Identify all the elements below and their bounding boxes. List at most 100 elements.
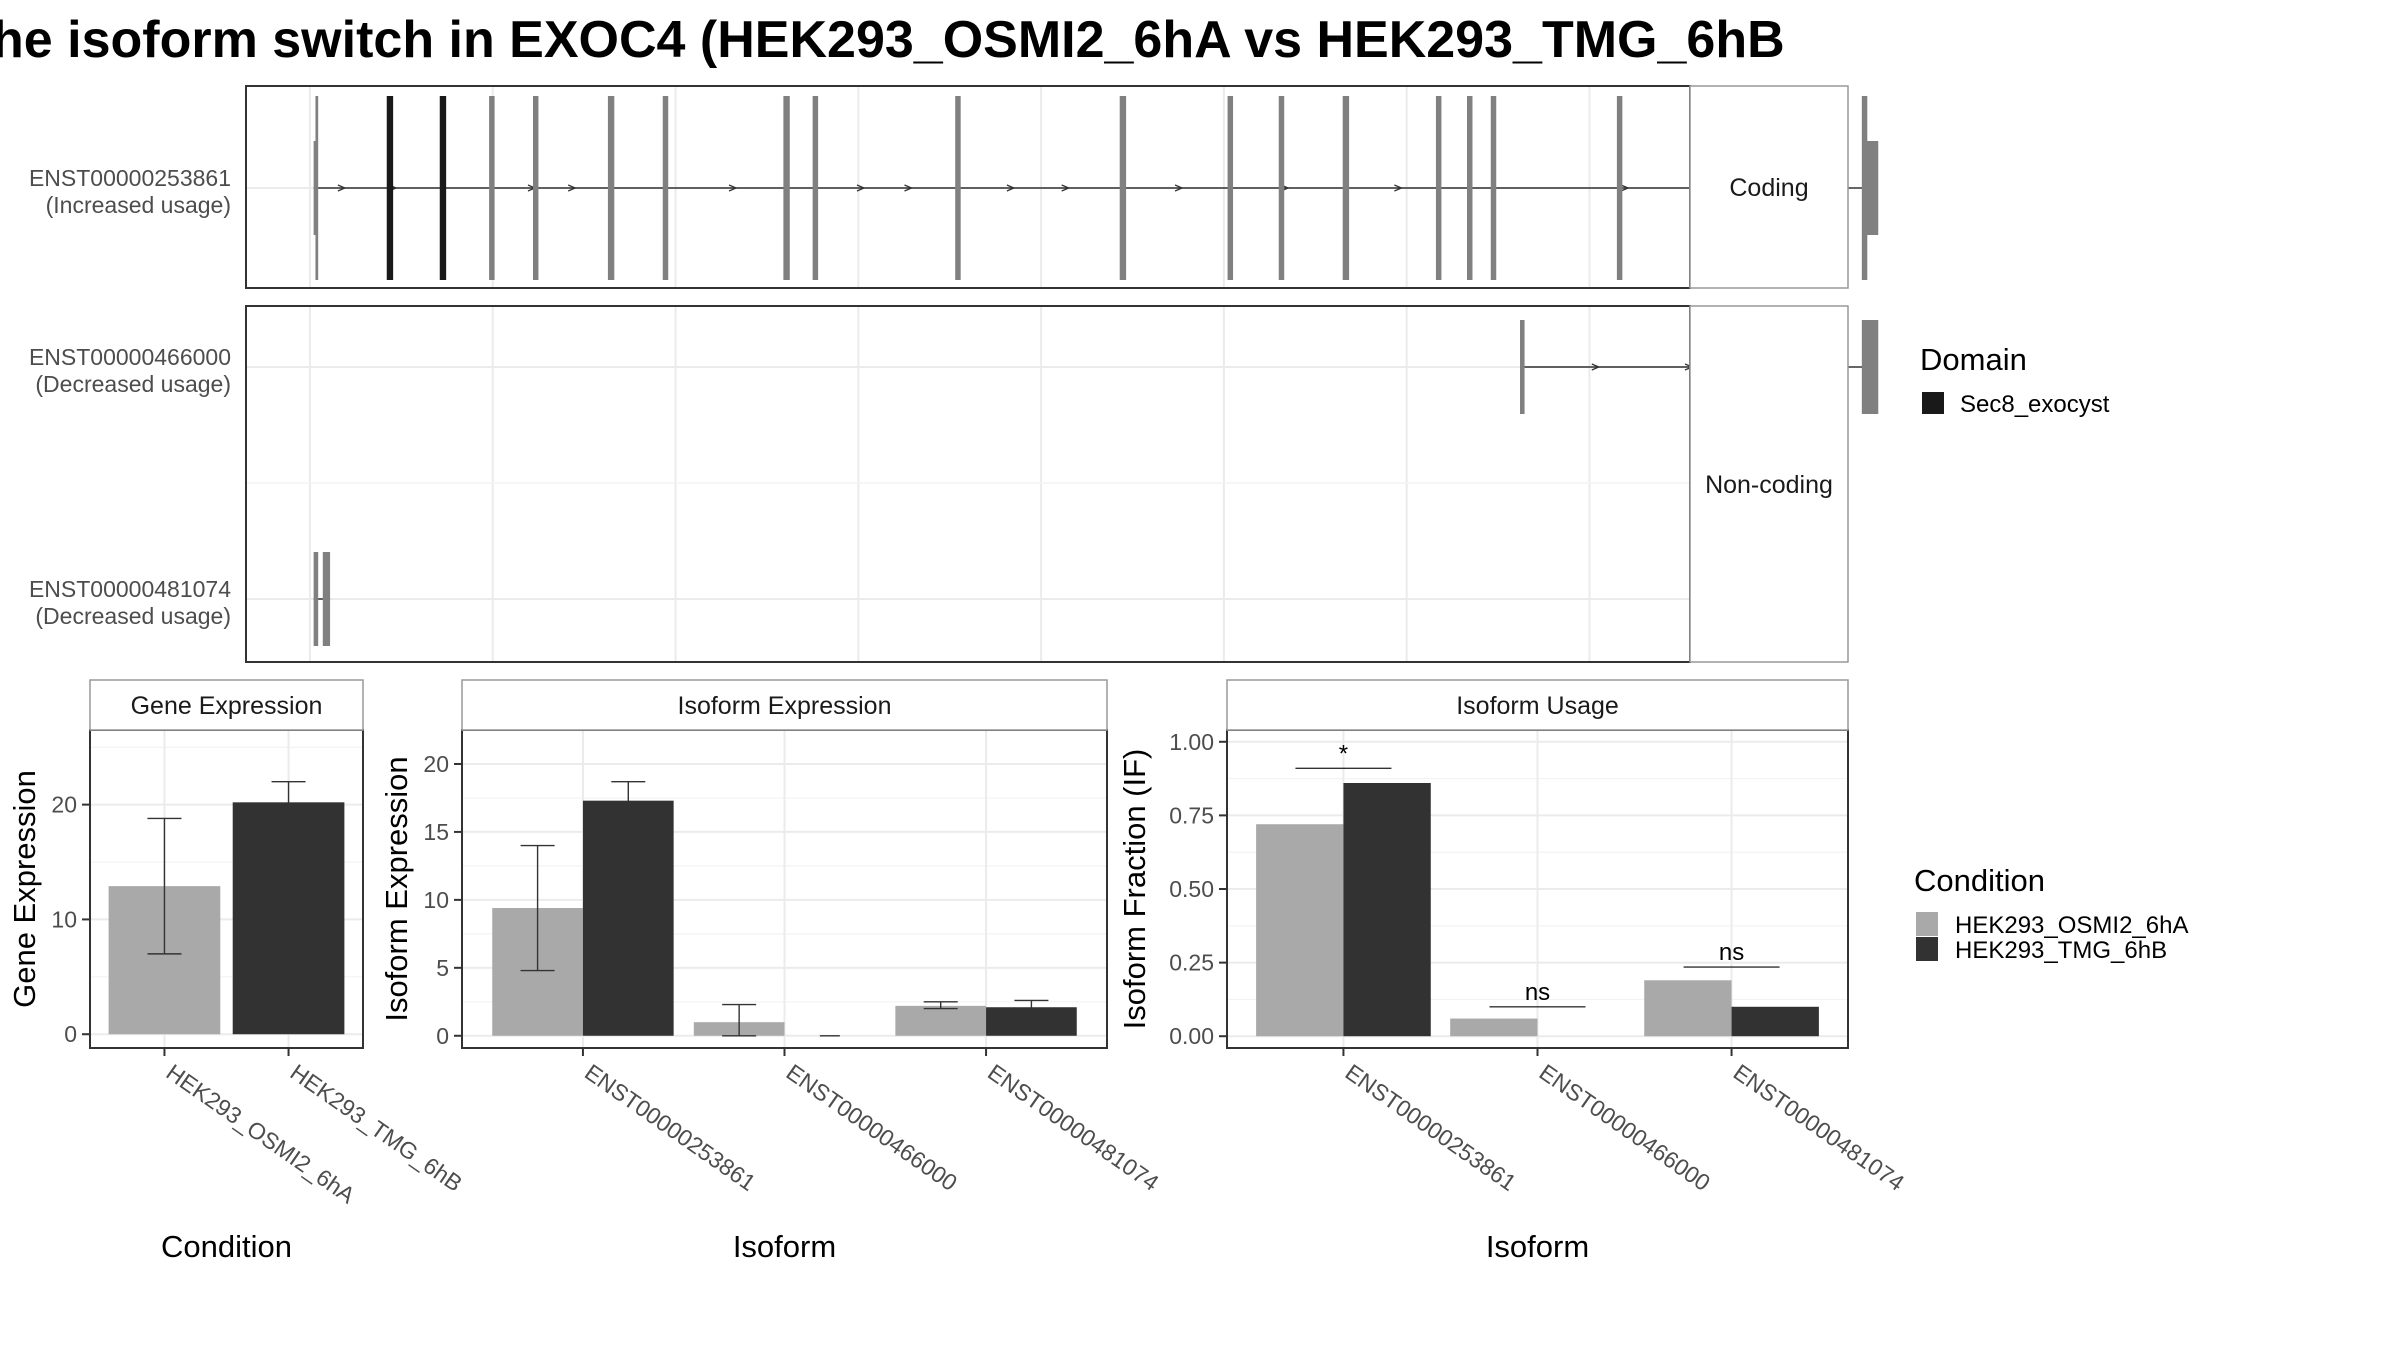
exon: [1435, 96, 1442, 280]
x-tick-label: ENST00000481074: [1729, 1059, 1910, 1196]
domain-legend-title: Domain: [1920, 342, 2027, 377]
structure-panel-bg: [246, 306, 1690, 662]
x-axis-title: Isoform: [733, 1229, 836, 1264]
transcript-usage-label: (Decreased usage): [35, 603, 231, 629]
bar: [895, 1005, 987, 1036]
condition-legend-swatch: [1916, 912, 1938, 936]
strand-arrow: [728, 184, 738, 192]
bar: [582, 800, 674, 1036]
structure-group-label: Non-coding: [1705, 471, 1833, 499]
facet-strip: [1226, 679, 1849, 731]
condition-legend-title: Condition: [1914, 863, 2045, 898]
domain-legend-swatch: [1922, 392, 1944, 414]
y-tick-label: 0.50: [1169, 876, 1214, 902]
transcript-id-label: ENST00000481074: [29, 576, 231, 602]
exon: [313, 552, 319, 646]
structure-strip: [1689, 85, 1849, 289]
x-axis-title: Condition: [161, 1229, 292, 1264]
y-tick-label: 1.00: [1169, 729, 1214, 755]
exon: [1861, 320, 1879, 414]
exon: [489, 96, 495, 280]
exon: [662, 96, 669, 280]
facet-strip: [461, 679, 1108, 731]
exon: [607, 96, 615, 280]
significance-label: ns: [1525, 979, 1550, 1006]
x-axis-title: Isoform: [1486, 1229, 1589, 1264]
isoform-expression-chart: Isoform Expression 0 5 10 15 20 ENST0000025386…: [379, 679, 1164, 1264]
exon: [532, 96, 539, 280]
y-tick-label: 5: [436, 955, 449, 981]
strand-arrow: [904, 184, 914, 192]
exon: [1520, 320, 1525, 414]
y-tick-label: 10: [51, 906, 77, 932]
facet-title: Gene Expression: [131, 692, 323, 720]
domain-legend: Domain Sec8_exocyst: [1920, 342, 2110, 418]
bar: [1731, 1006, 1819, 1037]
facet-title: Isoform Expression: [678, 692, 892, 720]
x-tick-label: ENST00000466000: [1535, 1059, 1715, 1196]
exon: [783, 96, 790, 280]
exon: [1227, 96, 1234, 280]
domain-exon: [386, 96, 394, 280]
exon: [315, 96, 319, 280]
y-axis-title: Gene Expression: [7, 770, 42, 1008]
y-tick-label: 20: [51, 792, 77, 818]
strand-arrow: [1394, 184, 1404, 192]
exon: [313, 141, 317, 235]
facet-strip: [89, 679, 364, 731]
facet-title: Isoform Usage: [1456, 692, 1619, 720]
strand-arrow: [856, 184, 866, 192]
transcript-id-label: ENST00000466000: [29, 344, 231, 370]
y-tick-label: 0: [436, 1023, 449, 1049]
y-axis-title: Isoform Fraction (IF): [1117, 749, 1152, 1030]
structure-group-label: Coding: [1729, 174, 1808, 202]
y-tick-label: 20: [423, 751, 449, 777]
exon: [322, 552, 331, 646]
exon: [1342, 96, 1350, 280]
bar: [1450, 1018, 1538, 1037]
exon: [812, 96, 819, 280]
significance-label: *: [1339, 740, 1348, 767]
bar: [1256, 824, 1344, 1037]
strand-arrow: [1174, 184, 1184, 192]
bar: [1644, 980, 1732, 1037]
domain-exon: [439, 96, 447, 280]
transcript-structure-panel: ENST00000253861(Increased usage) Coding EN…: [29, 85, 1879, 663]
strand-arrow: [1591, 363, 1601, 371]
exon: [1863, 141, 1879, 235]
exon: [1616, 96, 1623, 280]
strand-arrow: [567, 184, 577, 192]
condition-legend-label: HEK293_TMG_6hB: [1955, 937, 2167, 964]
strand-arrow: [1620, 184, 1630, 192]
strand-arrow: [337, 184, 347, 192]
x-tick-label: ENST00000253861: [580, 1059, 760, 1196]
significance-label: ns: [1719, 939, 1744, 966]
strand-arrow: [1061, 184, 1071, 192]
condition-legend-label: HEK293_OSMI2_6hA: [1955, 912, 2188, 939]
y-tick-label: 15: [423, 819, 449, 845]
exon: [955, 96, 961, 280]
y-axis-title: Isoform Expression: [379, 756, 414, 1021]
isoform-usage-chart: * ns ns Isoform Usage 0.00 0.25 0.50 0.75 1.00 EN…: [1117, 679, 1910, 1264]
y-tick-label: 0.25: [1169, 950, 1214, 976]
transcript-usage-label: (Increased usage): [46, 192, 231, 218]
figure-title: he isoform switch in EXOC4 (HEK293_OSMI2…: [0, 11, 1785, 69]
strand-arrow: [1006, 184, 1016, 192]
structure-strip: [1689, 305, 1849, 663]
exon: [1278, 96, 1285, 280]
exon: [1467, 96, 1473, 280]
condition-legend-swatch: [1916, 937, 1938, 961]
y-tick-label: 0: [64, 1021, 77, 1047]
y-tick-label: 10: [423, 887, 449, 913]
x-tick-label: ENST00000481074: [983, 1059, 1164, 1196]
x-tick-label: ENST00000466000: [782, 1059, 962, 1196]
exon: [1490, 96, 1497, 280]
bar: [232, 802, 345, 1035]
exon: [1119, 96, 1127, 280]
x-tick-label: ENST00000253861: [1341, 1059, 1521, 1196]
y-tick-label: 0.00: [1169, 1023, 1214, 1049]
transcript-id-label: ENST00000253861: [29, 165, 231, 191]
domain-legend-label: Sec8_exocyst: [1960, 391, 2110, 418]
